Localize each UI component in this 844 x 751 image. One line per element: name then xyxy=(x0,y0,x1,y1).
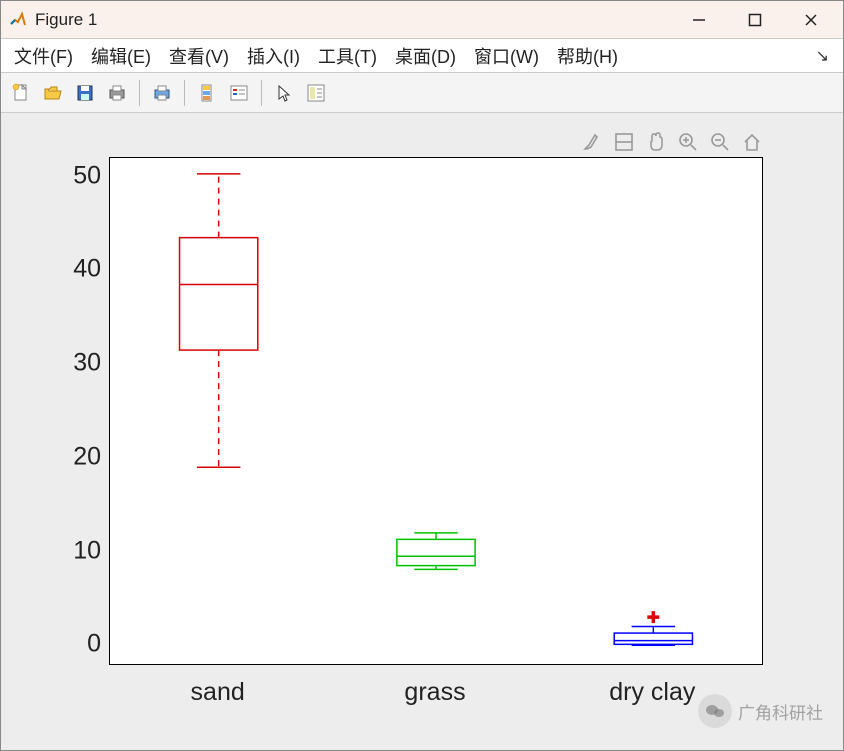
zoom-in-icon[interactable] xyxy=(677,131,699,153)
menu-desktop[interactable]: 桌面(D) xyxy=(386,39,465,73)
legend-icon[interactable] xyxy=(225,79,253,107)
figure-area: 0 10 20 30 40 50 sand grass dry clay 广角科研社 xyxy=(1,113,843,750)
boxplot-axes[interactable] xyxy=(109,157,763,665)
ytick-label: 40 xyxy=(41,255,101,284)
new-file-icon[interactable] xyxy=(7,79,35,107)
open-file-icon[interactable] xyxy=(39,79,67,107)
watermark-text: 广角科研社 xyxy=(738,699,823,724)
menu-insert[interactable]: 插入(I) xyxy=(238,39,309,73)
ytick-label: 30 xyxy=(41,349,101,378)
watermark: 广角科研社 xyxy=(698,694,823,728)
matlab-icon xyxy=(9,11,27,29)
menu-window[interactable]: 窗口(W) xyxy=(465,39,548,73)
home-icon[interactable] xyxy=(741,131,763,153)
menu-overflow-icon[interactable]: ↘ xyxy=(816,46,839,66)
toolbar-separator xyxy=(261,80,262,106)
window-controls xyxy=(671,2,839,38)
toolbar xyxy=(1,73,843,113)
toolbar-separator xyxy=(184,80,185,106)
title-bar[interactable]: Figure 1 xyxy=(1,1,843,39)
ytick-label: 0 xyxy=(41,630,101,659)
ytick-label: 20 xyxy=(41,442,101,471)
menu-tools[interactable]: 工具(T) xyxy=(309,39,386,73)
menu-file[interactable]: 文件(F) xyxy=(5,39,82,73)
ytick-label: 50 xyxy=(41,161,101,190)
pan-icon[interactable] xyxy=(645,131,667,153)
save-icon[interactable] xyxy=(71,79,99,107)
xtick-label: grass xyxy=(404,678,465,707)
menu-view[interactable]: 查看(V) xyxy=(160,39,238,73)
brush-icon[interactable] xyxy=(581,131,603,153)
menu-edit[interactable]: 编辑(E) xyxy=(82,39,160,73)
window-title: Figure 1 xyxy=(35,10,671,30)
print-preview-icon[interactable] xyxy=(148,79,176,107)
toolbar-separator xyxy=(139,80,140,106)
print-icon[interactable] xyxy=(103,79,131,107)
zoom-out-icon[interactable] xyxy=(709,131,731,153)
menu-help[interactable]: 帮助(H) xyxy=(548,39,627,73)
axes-toolbar xyxy=(581,131,763,153)
maximize-button[interactable] xyxy=(727,2,783,38)
colorbar-icon[interactable] xyxy=(193,79,221,107)
data-tips-icon[interactable] xyxy=(302,79,330,107)
wechat-icon xyxy=(698,694,732,728)
figure-window: Figure 1 文件(F) 编辑(E) 查看(V) 插入(I) 工具(T) 桌… xyxy=(0,0,844,751)
xtick-label: sand xyxy=(191,678,245,707)
menu-bar: 文件(F) 编辑(E) 查看(V) 插入(I) 工具(T) 桌面(D) 窗口(W… xyxy=(1,39,843,73)
ytick-label: 10 xyxy=(41,536,101,565)
data-cursor-icon[interactable] xyxy=(613,131,635,153)
boxplot-svg xyxy=(110,158,762,664)
close-button[interactable] xyxy=(783,2,839,38)
minimize-button[interactable] xyxy=(671,2,727,38)
pointer-icon[interactable] xyxy=(270,79,298,107)
xtick-label: dry clay xyxy=(609,678,695,707)
